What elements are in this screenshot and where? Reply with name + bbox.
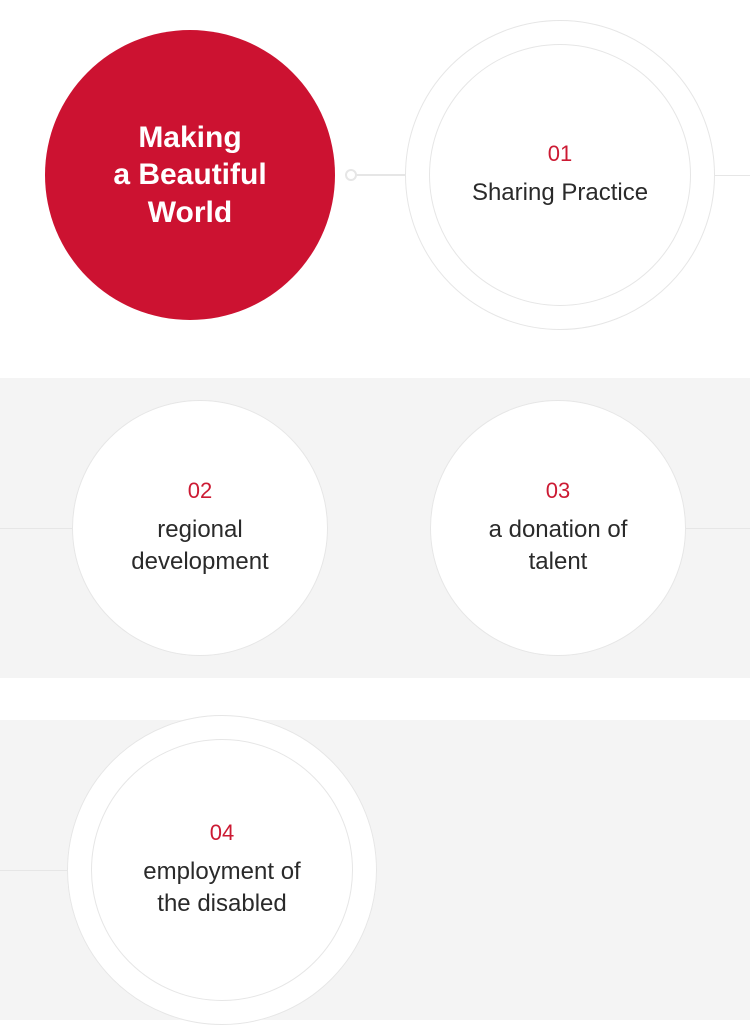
item-number-sharing-practice: 01 — [548, 141, 572, 167]
item-label-regional-development: regionaldevelopment — [131, 514, 268, 579]
item-ring-regional-development: 02 regionaldevelopment — [72, 400, 328, 656]
item-number-employment-disabled: 04 — [210, 820, 234, 846]
connector-edge-sharing-practice — [711, 175, 750, 176]
item-donation-of-talent: 03 a donation oftalent — [430, 400, 686, 656]
diagram-stage: 01Sharing Practice02regionaldevelopment0… — [0, 0, 750, 1036]
item-ring-donation-of-talent: 03 a donation oftalent — [430, 400, 686, 656]
item-label-donation-of-talent: a donation oftalent — [489, 514, 628, 579]
item-label-sharing-practice: Sharing Practice — [472, 177, 648, 209]
item-label-employment-disabled: employment ofthe disabled — [143, 856, 300, 921]
connector-edge-donation-of-talent — [682, 528, 750, 529]
item-sharing-practice: 01 Sharing Practice — [429, 44, 691, 306]
hero-circle: Makinga BeautifulWorld — [45, 30, 335, 320]
item-number-donation-of-talent: 03 — [546, 478, 570, 504]
item-number-regional-development: 02 — [188, 478, 212, 504]
hero-title: Makinga BeautifulWorld — [113, 119, 266, 232]
item-ring-sharing-practice: 01 Sharing Practice — [405, 20, 715, 330]
connector-edge-regional-development — [0, 528, 76, 529]
hero-connector-line — [357, 174, 405, 176]
item-employment-disabled: 04 employment ofthe disabled — [91, 739, 353, 1001]
connector-edge-employment-disabled — [0, 870, 71, 871]
hero-connector-dot — [345, 169, 357, 181]
item-regional-development: 02 regionaldevelopment — [72, 400, 328, 656]
item-ring-employment-disabled: 04 employment ofthe disabled — [67, 715, 377, 1025]
